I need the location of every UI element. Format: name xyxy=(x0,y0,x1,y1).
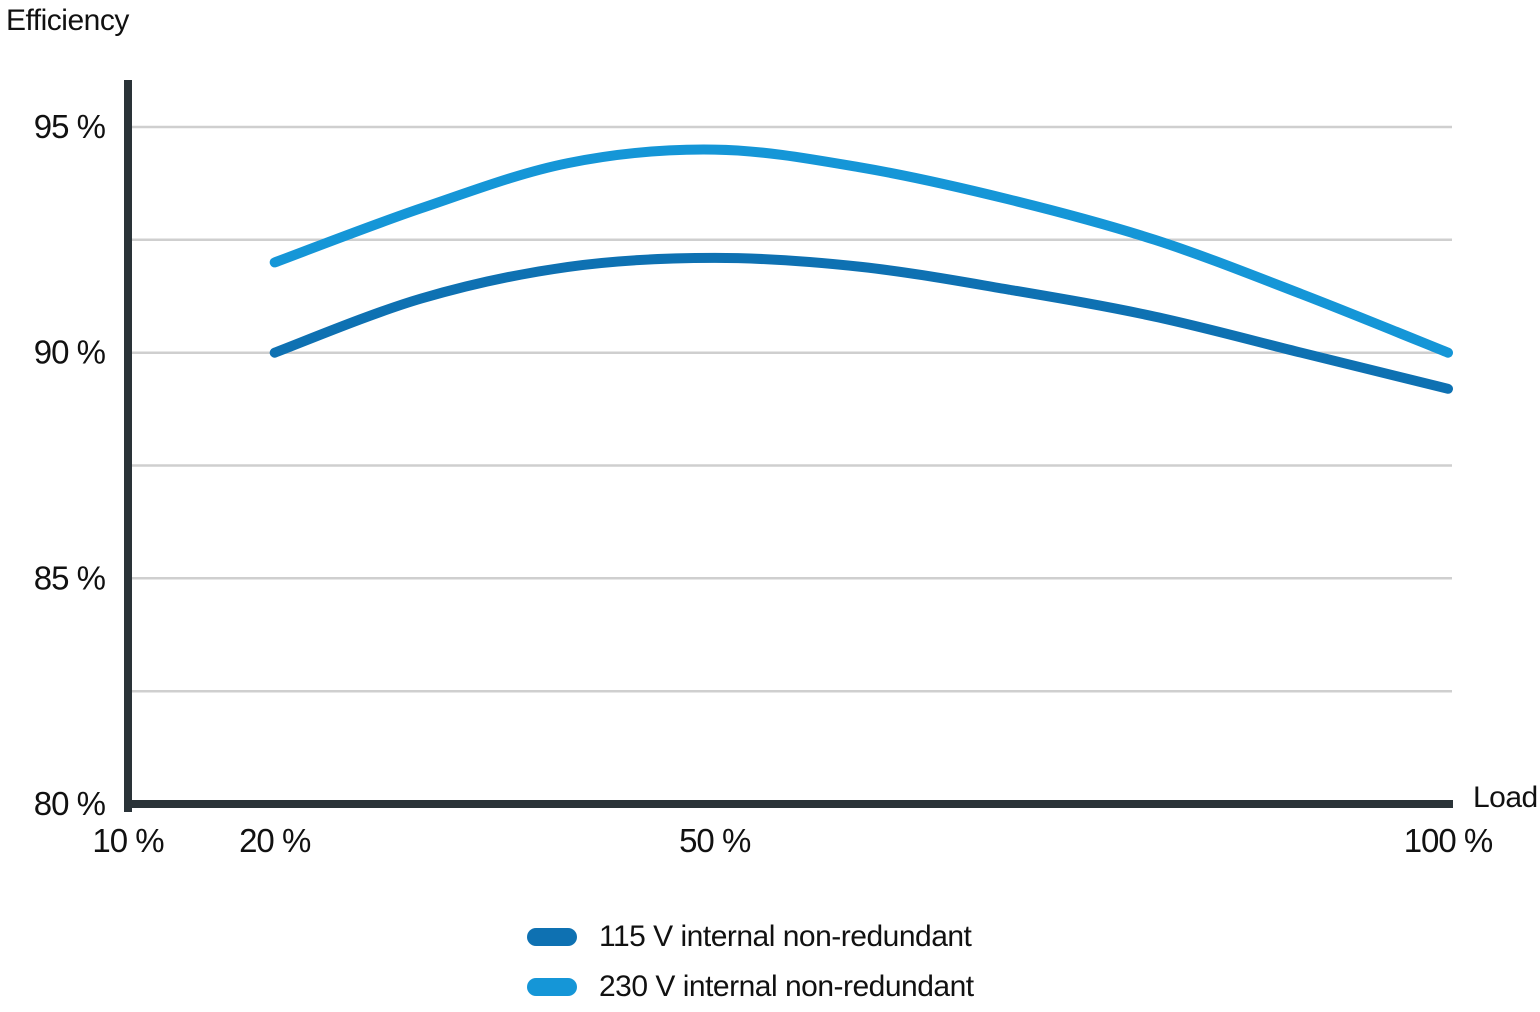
y-axis-title: Efficiency xyxy=(6,4,129,37)
y-tick-label: 80 % xyxy=(34,785,106,822)
x-axis-line xyxy=(124,800,1453,808)
x-tick-label: 100 % xyxy=(1404,822,1493,859)
x-tick-label: 20 % xyxy=(239,822,311,859)
x-tick-label: 50 % xyxy=(679,822,751,859)
y-tick-label: 90 % xyxy=(34,334,106,371)
legend-swatch-115v-icon xyxy=(527,928,577,946)
legend-label-230v: 230 V internal non-redundant xyxy=(599,970,974,1003)
series-line-115v xyxy=(269,252,1453,394)
series-line-230v xyxy=(269,144,1453,358)
legend-item-230v: 230 V internal non-redundant xyxy=(527,962,974,1012)
x-tick-label: 10 % xyxy=(92,822,164,859)
legend-swatch-230v-icon xyxy=(527,978,577,996)
legend: 115 V internal non-redundant 230 V inter… xyxy=(527,912,974,1012)
legend-item-115v: 115 V internal non-redundant xyxy=(527,912,974,962)
y-tick-label: 95 % xyxy=(34,108,106,145)
y-axis-line xyxy=(124,80,132,812)
x-axis-title: Load xyxy=(1473,781,1538,814)
legend-label-115v: 115 V internal non-redundant xyxy=(599,920,972,953)
y-tick-label: 85 % xyxy=(34,559,106,596)
